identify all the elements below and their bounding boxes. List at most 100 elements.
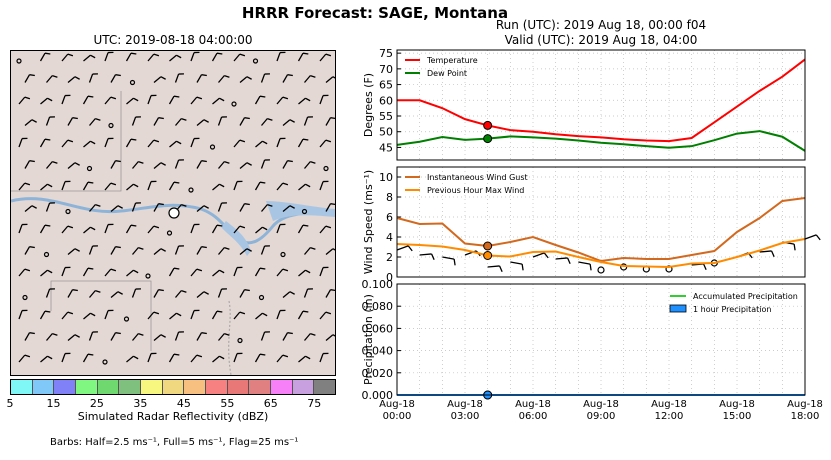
barb-staff [254,353,261,363]
x-tick-label-date: Aug-18 [447,399,483,410]
barb-feather [138,246,144,250]
barb-feather [133,183,139,188]
barb-feather [302,138,309,141]
current-time-marker [483,241,493,251]
barb-feather [153,139,160,143]
site-marker [168,207,180,219]
barb-staff [82,181,89,191]
wind-barb [18,354,31,363]
wind-barb [125,138,137,148]
wind-barb [218,246,230,255]
barb-feather [110,268,117,272]
barb-feather [203,205,209,209]
barb-feather [49,288,55,290]
barb-staff [211,52,218,62]
barb-feather [135,288,141,290]
wind-barb [298,269,311,277]
barb-staff [325,203,332,212]
barb-feather [815,234,821,241]
barb-feather [181,117,187,121]
barb-feather [92,73,98,75]
wind-barb [233,266,243,277]
barb-feather [87,353,94,356]
barb-staff [61,267,66,277]
lake [221,221,251,256]
barb-staff [175,118,182,126]
barb-staff [82,353,89,363]
barb-feather [244,117,250,120]
y-tick-label: 65 [379,79,393,92]
wind-barb [153,203,164,212]
barb-feather [160,76,166,80]
series-line [397,58,806,143]
barb-feather [219,269,225,274]
wind-barb [88,331,98,341]
barb-staff [18,182,26,191]
barb-staff [196,291,205,298]
barb-feather [90,226,96,231]
wind-barb [126,269,139,277]
wind-barb [254,95,266,105]
barb-staff [282,160,289,169]
barb-feather [135,116,141,118]
wind-barb [110,332,121,341]
wind-barb [153,76,166,83]
barb-feather [282,354,289,358]
barb-staff [532,252,545,258]
wind-barb [239,289,250,298]
barb-feather [29,160,35,163]
wind-barb [61,180,71,191]
wind-barb [174,331,184,341]
barb-staff [104,52,109,62]
barb-feather [95,117,101,121]
wind-barb [282,74,293,83]
barb-staff [126,269,134,277]
barb-feather [567,257,571,265]
barb-staff [83,140,91,148]
calm-circle [65,208,71,215]
wind-barb [131,288,141,298]
barb-staff [298,269,306,277]
barb-staff [442,256,455,260]
barb-feather [793,243,796,251]
wind-barb [169,54,182,62]
wind-barb [260,331,270,341]
calm-circle [145,273,151,279]
y-tick-label: 45 [379,141,393,154]
colorbar-swatch [75,380,97,394]
barb-staff [131,116,137,126]
barb-staff [276,52,281,62]
barb-staff [260,245,266,255]
barb-staff [325,117,332,126]
barb-staff [46,333,53,341]
barb-feather [499,265,503,273]
stream [228,300,232,375]
barb-feather [196,354,203,358]
wind-barb [304,160,316,169]
barb-staff [319,353,324,363]
wind-barb [18,137,28,148]
barb-feather [289,291,295,295]
wind-barb [276,354,289,363]
calm-circle [237,337,243,344]
legend-label: Dew Point [427,69,467,78]
wind-barb [83,312,96,320]
barb-feather [90,312,96,317]
barb-staff [261,118,268,126]
barb-feather [133,355,139,360]
colorbar-swatch [11,380,32,394]
wind-barb [18,96,31,105]
barb-feather [72,117,78,120]
barb-feather [302,224,309,227]
barb-staff [212,355,220,363]
wind-barb [217,202,227,212]
barb-staff [39,224,46,234]
colorbar-tick-label: 25 [90,397,104,410]
barb-staff [196,119,205,126]
wind-barb [147,53,160,62]
barb-feather [108,51,114,54]
barb-staff [110,74,117,83]
colorbar-tick-label: 65 [264,397,278,410]
barb-staff [276,310,281,320]
legend: Instantaneous Wind Gust Previous Hour Max… [405,173,528,195]
